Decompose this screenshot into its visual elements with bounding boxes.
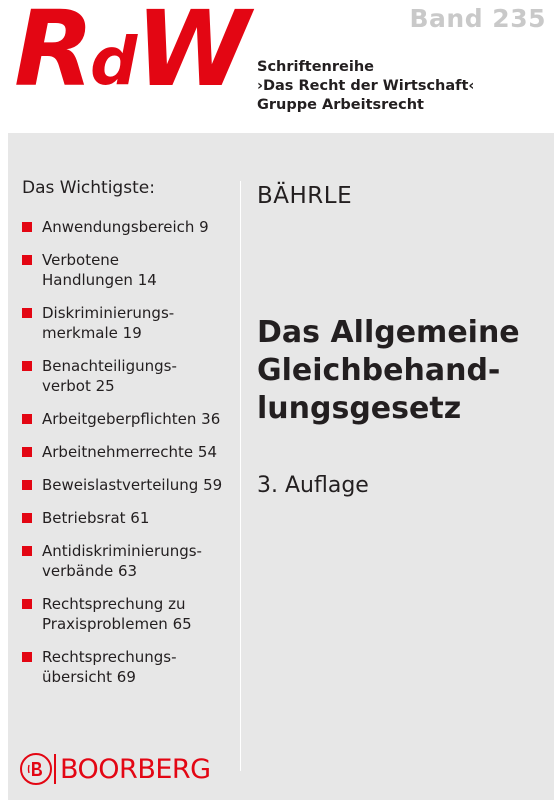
red-square-bullet-icon [22,652,32,662]
boorberg-logo-icon [20,753,52,785]
red-square-bullet-icon [22,255,32,265]
contents-list: Anwendungsbereich 9 Verbotene Handlungen… [22,217,222,700]
contents-item-label: Beweislastverteilung 59 [42,476,223,494]
column-divider [240,181,241,771]
publisher-separator [54,754,56,784]
boorberg-emblem-icon [27,762,42,776]
contents-item: Rechtsprechungs- übersicht 69 [22,647,222,687]
cover-panel: Das Wichtigste: Anwendungsbereich 9 Verb… [8,133,554,800]
contents-item: Arbeitgeberpflichten 36 [22,409,222,429]
contents-item-label: Betriebsrat 61 [42,509,150,527]
contents-item: Verbotene Handlungen 14 [22,250,222,290]
contents-item-label: Anwendungsbereich 9 [42,218,209,236]
contents-item: Arbeitnehmerrechte 54 [22,442,222,462]
red-square-bullet-icon [22,546,32,556]
series-info: Schriftenreihe ›Das Recht der Wirtschaft… [257,58,474,115]
logo-letter-w: W [135,0,250,110]
cover-header: R d W Band 235 Schriftenreihe ›Das Recht… [0,0,554,133]
contents-item-label: Diskriminierungs- merkmale 19 [42,304,175,342]
author-name: BÄHRLE [257,183,353,209]
contents-item: Diskriminierungs- merkmale 19 [22,303,222,343]
contents-heading: Das Wichtigste: [22,178,155,198]
series-line: Gruppe Arbeitsrecht [257,97,424,113]
contents-item: Antidiskriminierungs- verbände 63 [22,541,222,581]
contents-item: Rechtsprechung zu Praxisproblemen 65 [22,594,222,634]
contents-item: Betriebsrat 61 [22,508,222,528]
publisher-name: BOORBERG [60,753,211,785]
contents-item: Anwendungsbereich 9 [22,217,222,237]
volume-number: Band 235 [409,4,546,33]
contents-item: Benachteiligungs- verbot 25 [22,356,222,396]
contents-item-label: Rechtsprechung zu Praxisproblemen 65 [42,595,192,633]
red-square-bullet-icon [22,447,32,457]
edition-label: 3. Auflage [257,473,369,498]
logo-letter-r: R [14,0,94,110]
series-line: Schriftenreihe [257,59,374,75]
red-square-bullet-icon [22,414,32,424]
red-square-bullet-icon [22,480,32,490]
contents-item-label: Rechtsprechungs- übersicht 69 [42,648,177,686]
contents-item-label: Arbeitnehmerrechte 54 [42,443,217,461]
red-square-bullet-icon [22,361,32,371]
contents-item-label: Verbotene Handlungen 14 [42,251,157,289]
rdw-logo: R d W [14,0,250,101]
contents-item-label: Antidiskriminierungs- verbände 63 [42,542,202,580]
red-square-bullet-icon [22,308,32,318]
book-title: Das Allgemeine Gleichbehand- lungsgesetz [257,315,520,426]
contents-item-label: Benachteiligungs- verbot 25 [42,357,177,395]
red-square-bullet-icon [22,513,32,523]
contents-item: Beweislastverteilung 59 [22,475,222,495]
red-square-bullet-icon [22,599,32,609]
contents-item-label: Arbeitgeberpflichten 36 [42,410,221,428]
red-square-bullet-icon [22,222,32,232]
logo-letter-d: d [90,23,137,100]
publisher-logo: BOORBERG [20,753,211,785]
series-line: ›Das Recht der Wirtschaft‹ [257,78,475,94]
